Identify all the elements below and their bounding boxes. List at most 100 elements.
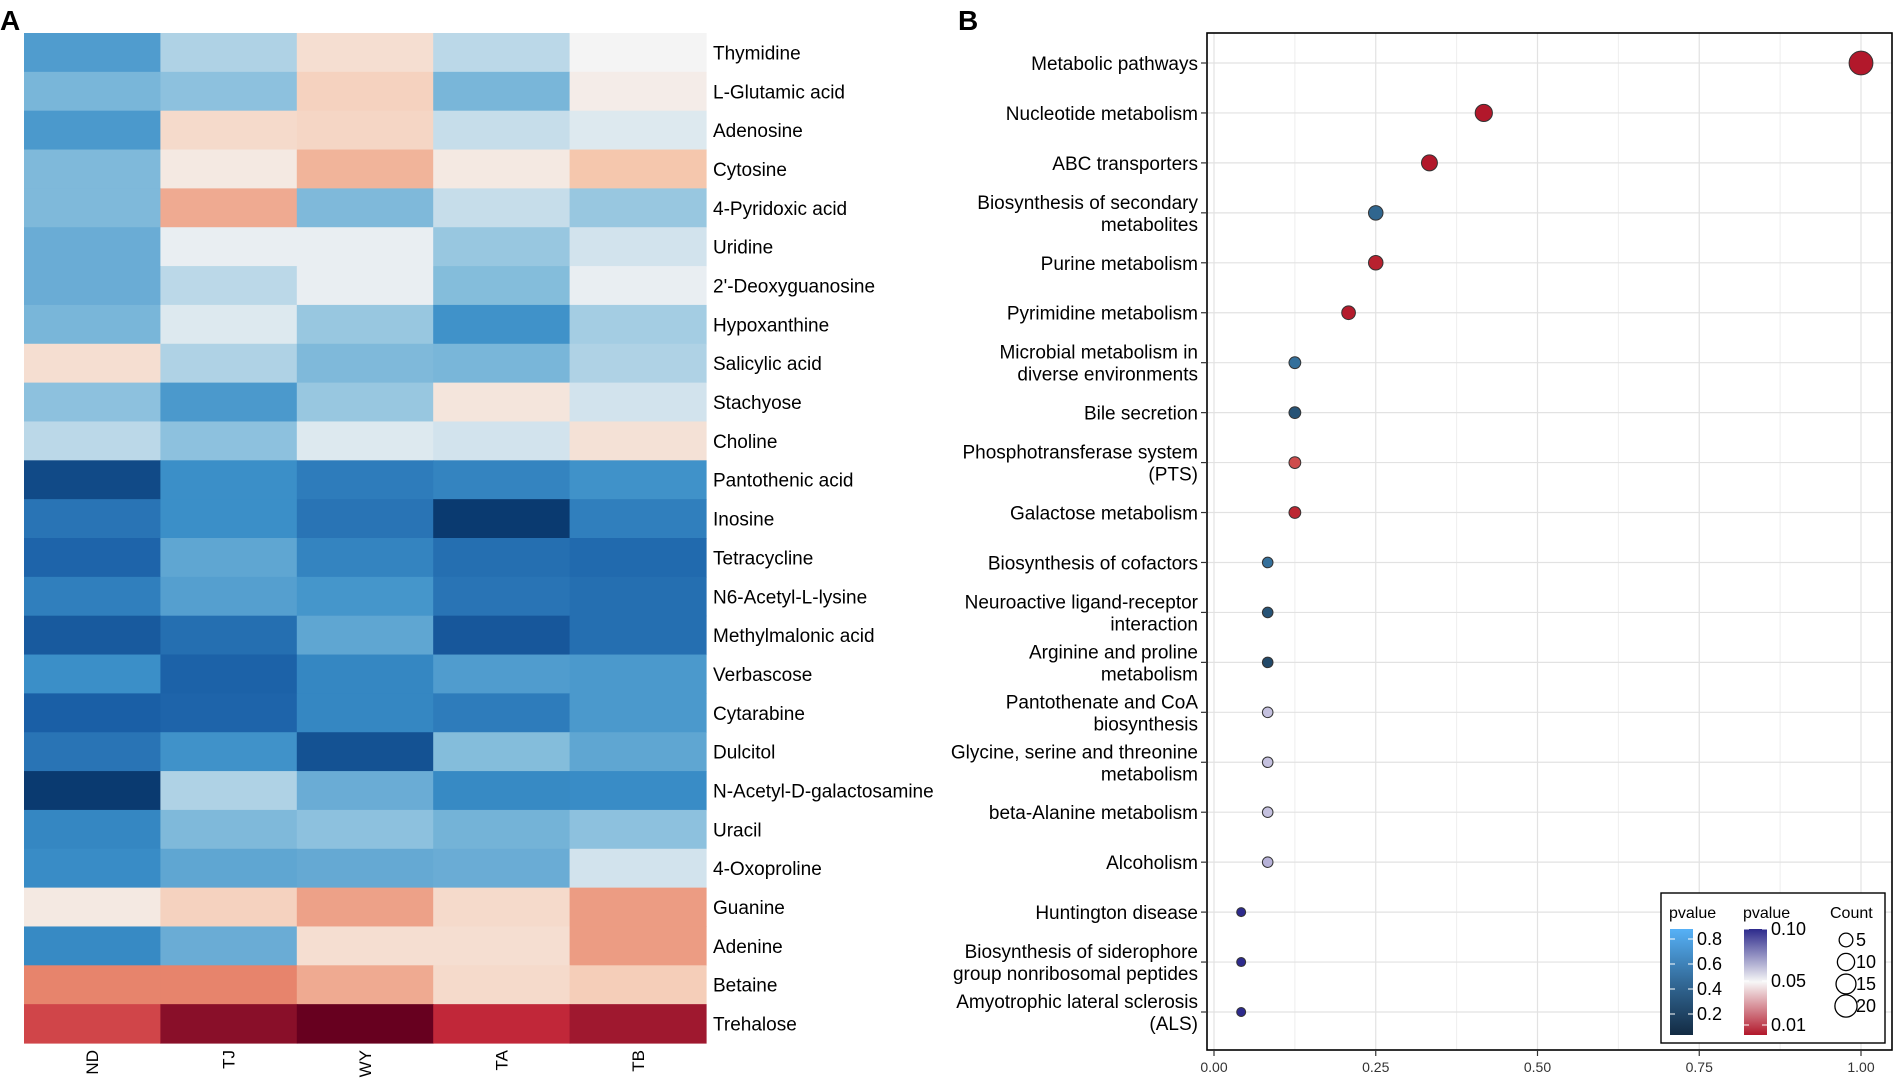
heatmap-cell bbox=[24, 654, 161, 694]
heatmap-row-label: Inosine bbox=[713, 510, 774, 531]
heatmap-cell bbox=[160, 460, 298, 500]
heatmap-cell bbox=[160, 693, 298, 733]
heatmap-cell bbox=[160, 576, 298, 617]
heatmap-row-label: Salicylic acid bbox=[713, 354, 822, 375]
heatmap-cell bbox=[296, 343, 434, 384]
heatmap-cell bbox=[160, 538, 298, 578]
heatmap-row-label: Stachyose bbox=[713, 393, 802, 414]
heatmap-cell bbox=[433, 188, 571, 228]
pathway-label-line2: diverse environments bbox=[1017, 365, 1198, 386]
heatmap-row-label: 2'-Deoxyguanosine bbox=[713, 277, 875, 298]
legend-count-circle bbox=[1834, 994, 1858, 1018]
heatmap-cell bbox=[569, 71, 707, 112]
heatmap-cell bbox=[24, 71, 161, 112]
legend-count-label: 20 bbox=[1856, 996, 1876, 1016]
heatmap-cell bbox=[569, 538, 707, 578]
heatmap-cell bbox=[24, 538, 161, 578]
pathway-label: Galactose metabolism bbox=[1010, 504, 1198, 525]
heatmap-cell bbox=[24, 343, 161, 384]
pathway-dot bbox=[1288, 406, 1302, 420]
pathway-dot bbox=[1368, 205, 1384, 221]
pathway-dot bbox=[1288, 356, 1302, 370]
heatmap-cell bbox=[433, 343, 571, 384]
heatmap-cell bbox=[296, 926, 434, 966]
pathway-dot bbox=[1236, 1007, 1247, 1017]
pathway-dot bbox=[1261, 806, 1274, 819]
heatmap-cell bbox=[24, 693, 161, 733]
heatmap-cell bbox=[296, 71, 434, 112]
pathway-dot bbox=[1261, 656, 1274, 669]
heatmap-cell bbox=[569, 188, 707, 228]
pathway-label-line1: Arginine and proline bbox=[1029, 642, 1198, 663]
heatmap-row-label: Adenosine bbox=[713, 121, 803, 142]
heatmap-cell bbox=[160, 382, 298, 423]
heatmap-col-label: TB bbox=[629, 1050, 648, 1072]
pathway-label: Pyrimidine metabolism bbox=[1007, 304, 1198, 325]
dotplot-legend: pvalue0.80.60.40.2pvalue0.100.050.01Coun… bbox=[1660, 892, 1886, 1044]
heatmap-cell bbox=[160, 654, 298, 694]
heatmap-col-label: TA bbox=[492, 1049, 511, 1070]
heatmap-cell bbox=[24, 732, 161, 772]
heatmap-cell bbox=[24, 615, 161, 656]
heatmap-cell bbox=[24, 926, 161, 966]
pathway-label: ABC transporters bbox=[1052, 154, 1198, 175]
x-tick-label: 1.00 bbox=[1847, 1059, 1874, 1075]
heatmap-cell bbox=[569, 848, 707, 889]
heatmap-cell bbox=[296, 110, 434, 151]
pathway-label-line1: Amyotrophic lateral sclerosis bbox=[956, 992, 1198, 1013]
heatmap-cell bbox=[296, 33, 434, 73]
pathway-dot bbox=[1236, 907, 1247, 918]
heatmap-cell bbox=[296, 266, 434, 306]
heatmap-cell bbox=[160, 71, 298, 112]
heatmap-row-label: Uridine bbox=[713, 238, 773, 259]
pathway-label: beta-Alanine metabolism bbox=[989, 803, 1198, 824]
pathway-label: Nucleotide metabolism bbox=[1006, 104, 1198, 125]
heatmap-cell bbox=[296, 848, 434, 889]
legend-count-label: 15 bbox=[1856, 974, 1876, 994]
heatmap-cell bbox=[160, 1004, 298, 1044]
legend-count-circle bbox=[1836, 952, 1856, 972]
heatmap-cell bbox=[433, 693, 571, 733]
heatmap-cell bbox=[160, 421, 298, 461]
heatmap-cell bbox=[569, 382, 707, 423]
heatmap-cell bbox=[160, 499, 298, 539]
heatmap-cell bbox=[160, 615, 298, 656]
heatmap-row-label: Betaine bbox=[713, 976, 777, 997]
heatmap-cell bbox=[296, 227, 434, 267]
pathway-label-line1: Biosynthesis of secondary bbox=[977, 193, 1198, 214]
heatmap-cell bbox=[569, 460, 707, 500]
heatmap-cell bbox=[296, 460, 434, 500]
pathway-label: Alcoholism bbox=[1106, 853, 1198, 874]
x-tick-label: 0.25 bbox=[1362, 1059, 1389, 1075]
pathway-label-line1: Glycine, serine and threonine bbox=[951, 742, 1198, 763]
heatmap-cell bbox=[296, 421, 434, 461]
heatmap-cell bbox=[160, 266, 298, 306]
pathway-label-line2: metabolism bbox=[1101, 664, 1198, 685]
heatmap-cell bbox=[433, 965, 571, 1005]
x-tick-label: 0.75 bbox=[1686, 1059, 1713, 1075]
heatmap-cell bbox=[296, 809, 434, 850]
heatmap-row-label: Uracil bbox=[713, 820, 762, 841]
heatmap-cell bbox=[569, 926, 707, 966]
heatmap-row-label: Cytarabine bbox=[713, 704, 805, 725]
pathway-label-line2: biosynthesis bbox=[1093, 714, 1198, 735]
heatmap-cell bbox=[433, 1004, 571, 1044]
heatmap-row-label: 4-Pyridoxic acid bbox=[713, 199, 847, 220]
heatmap-col-label: TJ bbox=[220, 1050, 239, 1069]
heatmap-cell bbox=[433, 732, 571, 772]
heatmap-cell bbox=[433, 110, 571, 151]
heatmap-cell bbox=[24, 110, 161, 151]
heatmap-cell bbox=[569, 499, 707, 539]
heatmap-cell bbox=[24, 149, 161, 189]
heatmap-row-label: L-Glutamic acid bbox=[713, 82, 845, 103]
legend-pvalue-blue-label: 0.6 bbox=[1697, 954, 1722, 974]
legend-count-label: 5 bbox=[1856, 930, 1866, 950]
heatmap-cell bbox=[296, 615, 434, 656]
pathway-label-line2: (PTS) bbox=[1148, 465, 1198, 486]
pathway-label: Bile secretion bbox=[1084, 404, 1198, 425]
pathway-dot bbox=[1341, 305, 1356, 321]
heatmap-cell bbox=[569, 693, 707, 733]
heatmap-cell bbox=[296, 304, 434, 345]
heatmap-cell bbox=[24, 771, 161, 811]
